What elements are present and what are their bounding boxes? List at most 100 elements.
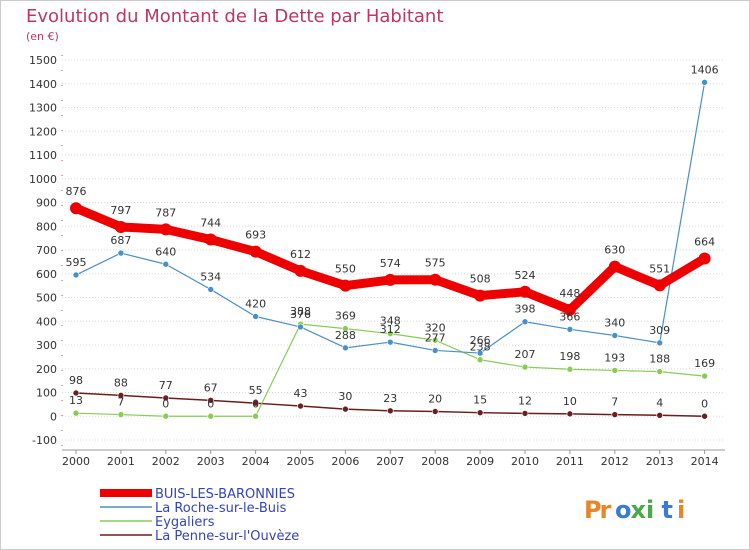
data-point xyxy=(297,323,304,331)
data-point xyxy=(653,279,666,292)
data-point xyxy=(431,347,439,354)
data-label: 4 xyxy=(656,396,663,409)
data-label: 67 xyxy=(204,381,218,394)
x-tick-label: 2008 xyxy=(421,455,449,468)
data-point xyxy=(342,344,349,352)
data-point xyxy=(204,233,217,246)
y-tick-label: 300 xyxy=(36,339,57,352)
x-tick-label: 2005 xyxy=(287,455,315,468)
data-label: 77 xyxy=(159,379,173,392)
data-point xyxy=(70,202,82,215)
x-tick-label: 2010 xyxy=(511,455,539,468)
logo-letter: i xyxy=(646,496,654,524)
data-point xyxy=(72,409,80,417)
data-point xyxy=(611,411,619,418)
data-label: 574 xyxy=(380,257,401,270)
y-tick-label: 1400 xyxy=(29,78,57,91)
legend-label: Eygaliers xyxy=(155,515,215,530)
y-tick-label: 1100 xyxy=(29,149,57,162)
data-label: 369 xyxy=(335,310,356,323)
data-label: 693 xyxy=(245,229,266,242)
data-point xyxy=(521,318,529,326)
data-label: 575 xyxy=(425,257,446,270)
data-point xyxy=(521,363,529,371)
data-label: 15 xyxy=(473,394,487,407)
data-point xyxy=(72,271,80,279)
data-label: 876 xyxy=(66,185,87,198)
data-point xyxy=(162,260,170,268)
data-point xyxy=(474,289,487,302)
x-tick-label: 2002 xyxy=(152,455,180,468)
logo-letter: x xyxy=(631,496,647,524)
data-point xyxy=(117,249,125,257)
data-label: 551 xyxy=(649,262,670,275)
x-tick-label: 2009 xyxy=(466,455,494,468)
data-label: 797 xyxy=(110,204,131,217)
data-label: 20 xyxy=(428,393,442,406)
logo-letter: r xyxy=(600,496,612,524)
data-label: 1406 xyxy=(691,63,719,76)
data-label: 207 xyxy=(515,348,536,361)
x-tick-label: 2000 xyxy=(62,455,90,468)
data-label: 320 xyxy=(425,321,446,334)
data-label: 420 xyxy=(245,298,266,311)
data-label: 687 xyxy=(110,234,131,247)
data-label: 398 xyxy=(515,303,536,316)
y-tick-label: 200 xyxy=(36,363,57,376)
data-label: 288 xyxy=(335,329,356,342)
data-point xyxy=(384,273,397,286)
data-point xyxy=(476,356,484,364)
data-label: 193 xyxy=(604,351,625,364)
data-point xyxy=(701,79,708,86)
x-tick-label: 2006 xyxy=(331,455,359,468)
data-label: 550 xyxy=(335,263,356,276)
data-point xyxy=(297,402,304,410)
data-label: 630 xyxy=(604,244,625,257)
data-label: 524 xyxy=(515,269,536,282)
y-tick-label: 600 xyxy=(36,268,57,281)
plot-area xyxy=(62,55,725,450)
data-label: 7 xyxy=(117,396,124,409)
chart-title: Evolution du Montant de la Dette par Hab… xyxy=(26,6,443,27)
y-tick-label: 700 xyxy=(36,244,57,257)
data-point xyxy=(429,273,442,286)
data-label: 508 xyxy=(470,273,491,286)
y-tick-label: 1200 xyxy=(29,125,57,138)
data-label: 266 xyxy=(470,334,491,347)
data-label: 30 xyxy=(338,390,352,403)
x-tick-label: 2004 xyxy=(242,455,270,468)
data-label: 188 xyxy=(649,353,670,366)
data-label: 534 xyxy=(200,270,221,283)
data-point xyxy=(386,330,394,337)
data-label: 12 xyxy=(518,394,532,407)
data-point xyxy=(608,260,621,273)
data-label: 0 xyxy=(162,397,169,410)
data-point xyxy=(207,397,214,404)
data-point xyxy=(114,220,127,233)
data-point xyxy=(611,367,619,374)
data-point xyxy=(521,410,529,417)
chart-subtitle: (en €) xyxy=(26,30,59,43)
data-point xyxy=(162,394,170,402)
data-label: 388 xyxy=(290,305,311,318)
data-point xyxy=(207,286,214,293)
data-label: 787 xyxy=(155,206,176,219)
x-tick-label: 2003 xyxy=(197,455,225,468)
y-tick-label: 0 xyxy=(50,410,57,423)
data-label: 376 xyxy=(290,308,311,321)
data-point xyxy=(701,372,708,380)
data-point xyxy=(342,405,349,413)
data-point xyxy=(294,264,307,277)
data-point xyxy=(249,245,262,258)
data-label: 55 xyxy=(249,384,263,397)
logo-letter: o xyxy=(615,496,632,524)
data-label: 664 xyxy=(694,236,715,249)
data-point xyxy=(656,368,664,375)
data-label: 612 xyxy=(290,248,311,261)
data-point xyxy=(342,325,349,332)
data-point xyxy=(431,408,439,415)
data-point xyxy=(476,409,484,416)
data-point xyxy=(698,252,711,265)
data-label: 0 xyxy=(252,397,259,410)
